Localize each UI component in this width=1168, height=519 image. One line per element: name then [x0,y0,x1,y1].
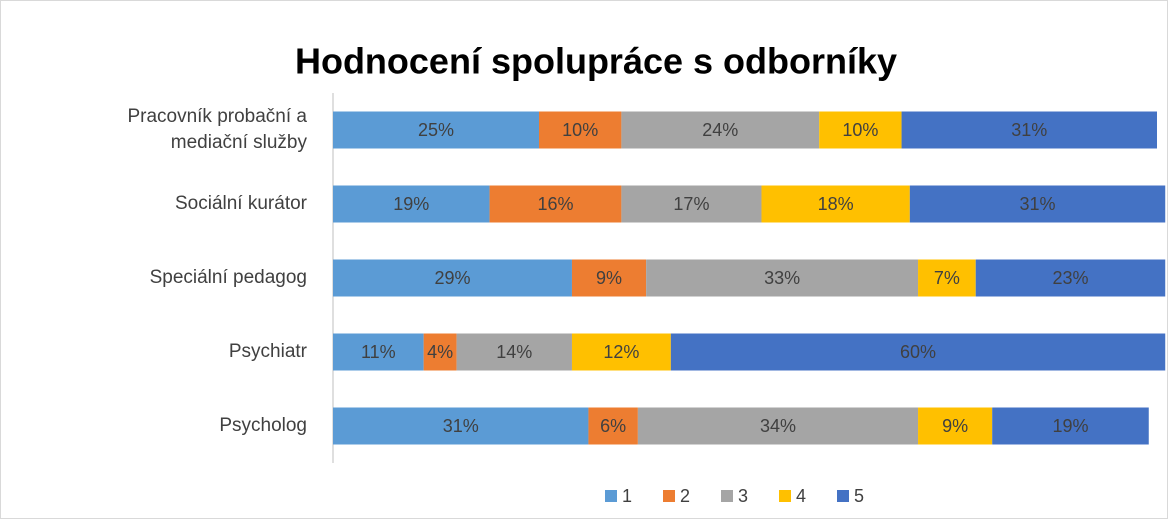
bar-segment [423,333,457,371]
bar-segment [918,259,976,297]
bar-segment [456,333,572,371]
data-label: 12% [603,342,639,362]
legend-label: 1 [622,486,632,506]
data-label: 9% [596,268,622,288]
data-label: 23% [1052,268,1088,288]
category-label: Psycholog [219,415,307,436]
bar-segment [588,407,638,445]
legend-label: 2 [680,486,690,506]
data-label: 16% [537,194,573,214]
data-label: 4% [427,342,453,362]
data-label: 25% [418,120,454,140]
bar-segment [571,333,671,371]
data-label: 10% [562,120,598,140]
category-label: Pracovník probační a mediační služby [127,106,307,153]
bar-segment [975,259,1166,297]
bar-segment [539,111,622,149]
data-label: 19% [1052,416,1088,436]
data-label: 60% [900,342,936,362]
data-label: 10% [842,120,878,140]
data-label: 24% [702,120,738,140]
bar-segment [621,185,762,223]
data-label: 29% [434,268,470,288]
data-label: 33% [764,268,800,288]
data-label: 7% [934,268,960,288]
data-label: 31% [1020,194,1056,214]
data-label: 31% [443,416,479,436]
chart-title: Hodnocení spolupráce s odborníky [295,41,897,82]
bar-segment [918,407,993,445]
bar-segment [333,407,589,445]
bar-segment [761,185,910,223]
legend-swatch [605,490,617,502]
bar-segment [901,111,1157,149]
bar-segment [646,259,919,297]
category-label: Sociální kurátor [174,193,307,214]
legend-label: 3 [738,486,748,506]
bar-segment [992,407,1149,445]
data-label: 31% [1011,120,1047,140]
data-label: 6% [600,416,626,436]
legend-label: 4 [796,486,806,506]
data-label: 9% [942,416,968,436]
bar-segment [621,111,820,149]
bar-segment [819,111,902,149]
legend-swatch [721,490,733,502]
data-label: 34% [760,416,796,436]
bar-segment [571,259,647,297]
category-label: Psychiatr [228,341,307,362]
bar-segment [670,333,1166,371]
bar-segment [489,185,622,223]
bar-segment [333,185,490,223]
bar-segment [909,185,1166,223]
data-label: 14% [496,342,532,362]
bar-segment [637,407,919,445]
data-label: 19% [393,194,429,214]
legend-swatch [837,490,849,502]
legend-swatch [779,490,791,502]
category-label: Speciální pedagog [149,267,307,288]
bar-segment [333,259,572,297]
bar-segment [333,333,424,371]
data-label: 17% [673,194,709,214]
bar-segment [333,111,539,149]
data-label: 11% [361,342,396,362]
legend-swatch [663,490,675,502]
legend-label: 5 [854,486,864,506]
data-label: 18% [818,194,854,214]
